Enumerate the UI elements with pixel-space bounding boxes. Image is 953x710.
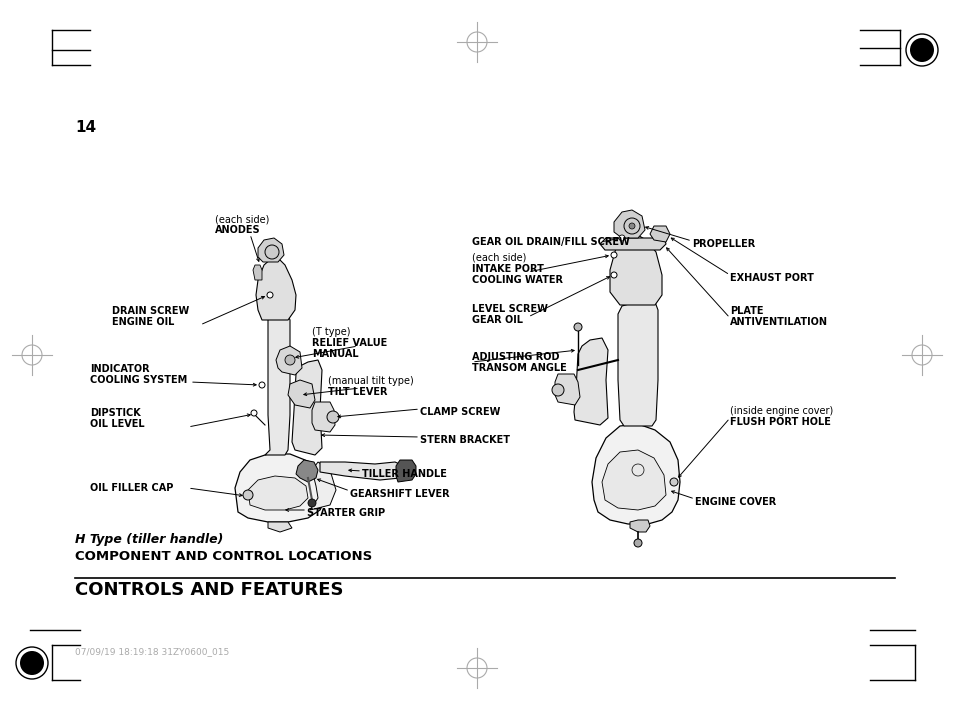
Text: GEARSHIFT LEVER: GEARSHIFT LEVER bbox=[350, 489, 449, 499]
Text: (manual tilt type): (manual tilt type) bbox=[328, 376, 414, 386]
Text: (each side): (each side) bbox=[214, 214, 269, 224]
Text: OIL FILLER CAP: OIL FILLER CAP bbox=[90, 483, 173, 493]
Text: COOLING SYSTEM: COOLING SYSTEM bbox=[90, 375, 187, 385]
Circle shape bbox=[610, 252, 617, 258]
Text: ANODES: ANODES bbox=[214, 225, 260, 235]
Circle shape bbox=[265, 245, 278, 259]
Circle shape bbox=[285, 355, 294, 365]
Polygon shape bbox=[319, 462, 408, 480]
Circle shape bbox=[610, 272, 617, 278]
Polygon shape bbox=[265, 315, 290, 455]
Text: INTAKE PORT: INTAKE PORT bbox=[472, 264, 543, 274]
Text: 14: 14 bbox=[75, 121, 96, 136]
Polygon shape bbox=[312, 402, 335, 432]
Polygon shape bbox=[599, 238, 665, 250]
Circle shape bbox=[623, 218, 639, 234]
Circle shape bbox=[267, 292, 273, 298]
Circle shape bbox=[628, 223, 635, 229]
Text: CLAMP SCREW: CLAMP SCREW bbox=[419, 407, 500, 417]
Text: PROPELLER: PROPELLER bbox=[691, 239, 755, 249]
Text: TILT LEVER: TILT LEVER bbox=[328, 387, 387, 397]
Text: ENGINE OIL: ENGINE OIL bbox=[112, 317, 174, 327]
Polygon shape bbox=[614, 210, 644, 238]
Text: PLATE: PLATE bbox=[729, 306, 762, 316]
Polygon shape bbox=[555, 374, 579, 405]
Polygon shape bbox=[292, 360, 322, 455]
Text: INDICATOR: INDICATOR bbox=[90, 364, 150, 374]
Polygon shape bbox=[592, 424, 679, 524]
Text: EXHAUST PORT: EXHAUST PORT bbox=[729, 273, 813, 283]
Text: RELIEF VALUE: RELIEF VALUE bbox=[312, 338, 387, 348]
Polygon shape bbox=[295, 460, 317, 482]
Circle shape bbox=[669, 478, 678, 486]
Text: 07/09/19 18:19:18 31ZY0600_015: 07/09/19 18:19:18 31ZY0600_015 bbox=[75, 648, 229, 657]
Text: OIL LEVEL: OIL LEVEL bbox=[90, 419, 145, 429]
Polygon shape bbox=[253, 265, 262, 280]
Text: DRAIN SCREW: DRAIN SCREW bbox=[112, 306, 189, 316]
Circle shape bbox=[634, 539, 641, 547]
Text: MANUAL: MANUAL bbox=[312, 349, 358, 359]
Polygon shape bbox=[288, 380, 314, 408]
Text: GEAR OIL DRAIN/FILL SCREW: GEAR OIL DRAIN/FILL SCREW bbox=[472, 237, 629, 247]
Polygon shape bbox=[257, 238, 284, 262]
Polygon shape bbox=[574, 338, 607, 425]
Text: COMPONENT AND CONTROL LOCATIONS: COMPONENT AND CONTROL LOCATIONS bbox=[75, 550, 372, 564]
Polygon shape bbox=[649, 226, 669, 242]
Circle shape bbox=[552, 384, 563, 396]
Text: (each side): (each side) bbox=[472, 253, 526, 263]
Text: ADJUSTING ROD: ADJUSTING ROD bbox=[472, 352, 558, 362]
Text: LEVEL SCREW: LEVEL SCREW bbox=[472, 304, 547, 314]
Polygon shape bbox=[618, 302, 658, 426]
Polygon shape bbox=[248, 476, 308, 510]
Circle shape bbox=[618, 235, 624, 241]
Polygon shape bbox=[268, 522, 292, 532]
Text: TILLER HANDLE: TILLER HANDLE bbox=[361, 469, 446, 479]
Polygon shape bbox=[629, 520, 649, 532]
Polygon shape bbox=[601, 450, 665, 510]
Circle shape bbox=[574, 323, 581, 331]
Text: COOLING WATER: COOLING WATER bbox=[472, 275, 562, 285]
Polygon shape bbox=[395, 460, 416, 482]
Text: TRANSOM ANGLE: TRANSOM ANGLE bbox=[472, 363, 566, 373]
Text: GEAR OIL: GEAR OIL bbox=[472, 315, 522, 325]
Text: STERN BRACKET: STERN BRACKET bbox=[419, 435, 510, 445]
Text: ANTIVENTILATION: ANTIVENTILATION bbox=[729, 317, 827, 327]
Text: DIPSTICK: DIPSTICK bbox=[90, 408, 141, 418]
Polygon shape bbox=[255, 258, 295, 320]
Polygon shape bbox=[234, 454, 326, 522]
Polygon shape bbox=[609, 234, 661, 305]
Text: STARTER GRIP: STARTER GRIP bbox=[307, 508, 385, 518]
Circle shape bbox=[909, 38, 933, 62]
Text: FLUSH PORT HOLE: FLUSH PORT HOLE bbox=[729, 417, 830, 427]
Circle shape bbox=[251, 410, 256, 416]
Text: ENGINE COVER: ENGINE COVER bbox=[695, 497, 776, 507]
Circle shape bbox=[20, 651, 44, 675]
Polygon shape bbox=[310, 462, 335, 510]
Circle shape bbox=[258, 382, 265, 388]
Text: (inside engine cover): (inside engine cover) bbox=[729, 406, 832, 416]
Polygon shape bbox=[275, 346, 302, 375]
Circle shape bbox=[243, 490, 253, 500]
Circle shape bbox=[327, 411, 338, 423]
Circle shape bbox=[308, 499, 315, 507]
Text: (T type): (T type) bbox=[312, 327, 350, 337]
Text: CONTROLS AND FEATURES: CONTROLS AND FEATURES bbox=[75, 581, 343, 599]
Text: H Type (tiller handle): H Type (tiller handle) bbox=[75, 533, 223, 547]
